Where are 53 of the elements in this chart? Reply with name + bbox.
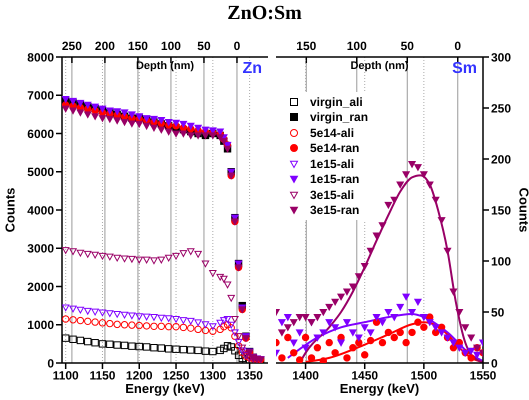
y2-tick-label: 150 <box>491 203 512 218</box>
x2-tick-label: 250 <box>62 39 82 53</box>
y-axis-title: Counts <box>2 188 18 232</box>
x2-tick-label: 50 <box>400 39 414 53</box>
y2-tick-label: 200 <box>491 152 512 166</box>
y-tick-label: 0 <box>47 356 54 370</box>
annotation: Zn <box>242 60 262 78</box>
x-tick-label: 1150 <box>89 368 116 383</box>
y-tick-label: 3000 <box>27 242 54 256</box>
x2-tick-label: 100 <box>160 39 182 53</box>
annotation: Sm <box>452 60 477 78</box>
y2-tick-label: 100 <box>491 254 512 268</box>
x2-tick-label: 0 <box>234 39 241 53</box>
x2-tick-label: 150 <box>128 39 148 53</box>
y2-tick-label: 250 <box>491 101 512 116</box>
legend-label: 5e14-ali <box>310 126 354 140</box>
x-tick-label: 1550 <box>470 368 497 383</box>
x-tick-label: 1100 <box>52 368 80 383</box>
y2-tick-label: 300 <box>491 50 512 64</box>
y-tick-label: 8000 <box>27 50 54 64</box>
y2-tick-label: 50 <box>491 305 505 320</box>
y2-axis-title: Counts <box>516 188 529 232</box>
y-tick-label: 4000 <box>27 203 54 218</box>
y-tick-label: 6000 <box>27 126 54 141</box>
x-axis-title: Energy (keV) <box>125 381 205 396</box>
x-tick-label: 1350 <box>236 368 264 383</box>
x2-axis-title: Depth (nm) <box>136 60 194 72</box>
x-tick-label: 1450 <box>351 368 378 383</box>
y-tick-label: 7000 <box>27 88 54 103</box>
legend-label: virgin_ran <box>310 110 368 124</box>
legend-label: 1e15-ali <box>310 156 354 171</box>
legend-label: 1e15-ran <box>310 172 360 186</box>
y-tick-label: 5000 <box>27 165 54 180</box>
x2-axis-title: Depth (nm) <box>350 60 409 72</box>
x-tick-label: 1500 <box>410 368 438 383</box>
legend-label: 5e14-ran <box>310 141 360 156</box>
legend-label: 3e15-ali <box>310 188 354 202</box>
chart-title: ZnO:Sm <box>226 2 303 25</box>
x2-tick-label: 50 <box>197 39 211 53</box>
legend-label: virgin_ali <box>310 94 363 109</box>
x2-tick-label: 100 <box>346 39 368 53</box>
y2-tick-label: 0 <box>491 356 498 370</box>
y-tick-label: 2000 <box>27 280 54 294</box>
x2-tick-label: 150 <box>296 39 317 53</box>
y-tick-label: 1000 <box>27 318 54 332</box>
x-tick-label: 1300 <box>199 368 226 383</box>
x-tick-label: 1200 <box>126 368 153 383</box>
x-tick-label: 1250 <box>162 368 190 383</box>
legend-label: 3e15-ran <box>310 203 360 218</box>
x-axis-title: Energy (keV) <box>340 381 420 396</box>
x-tick-label: 1400 <box>292 368 320 383</box>
x2-tick-label: 0 <box>454 39 462 53</box>
x2-tick-label: 200 <box>94 39 116 53</box>
